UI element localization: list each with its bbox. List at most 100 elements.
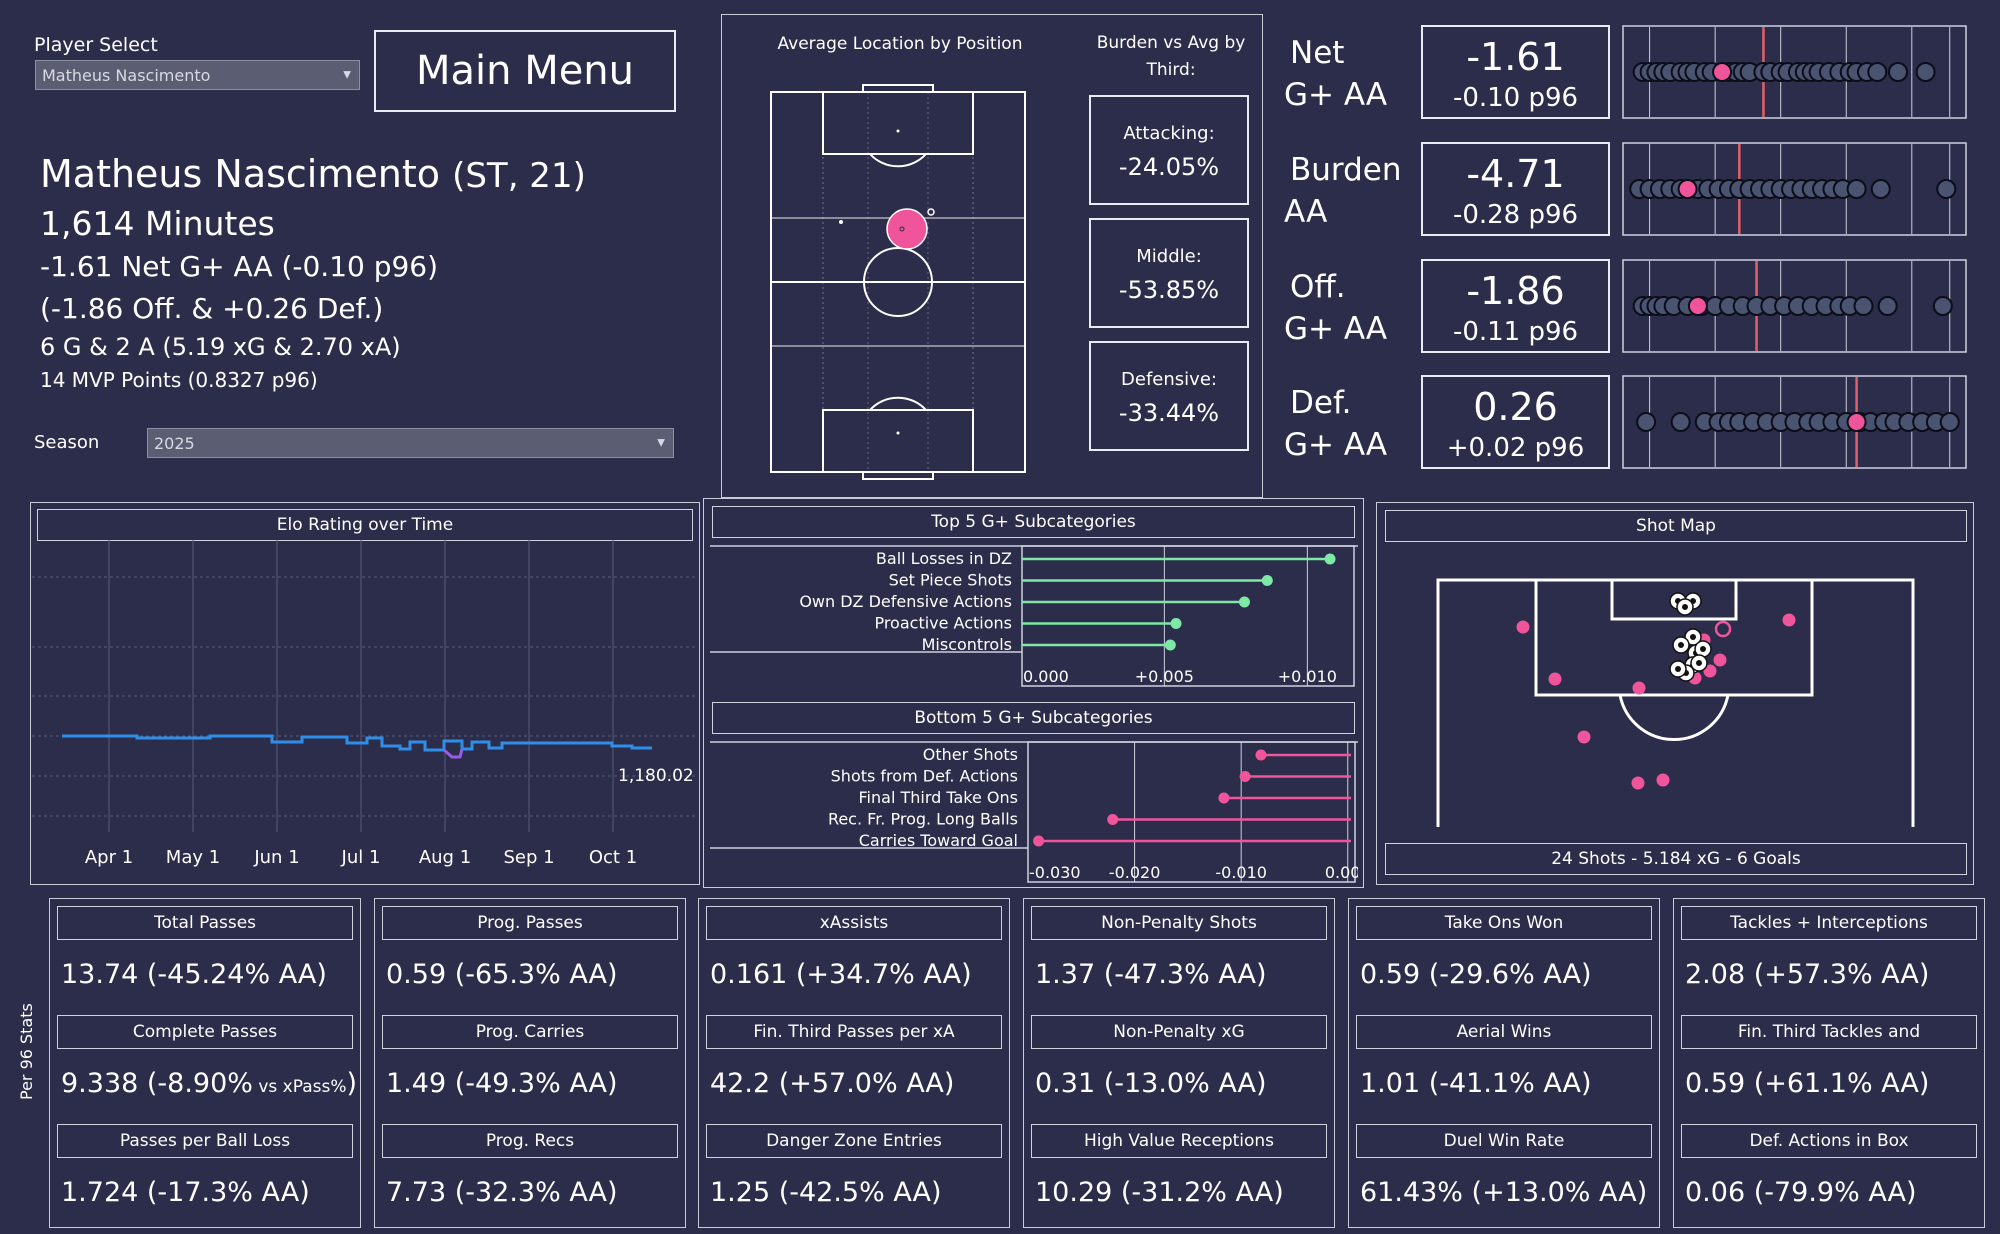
metric-value-box: -1.61 -0.10 p96 bbox=[1421, 25, 1610, 119]
metric-value: -4.71 bbox=[1466, 152, 1565, 196]
shot-dot bbox=[1516, 620, 1530, 634]
elo-month-label: Oct 1 bbox=[589, 847, 637, 868]
metric-value-box: -4.71 -0.28 p96 bbox=[1421, 142, 1610, 236]
stat-value: 13.74 (-45.24% AA) bbox=[61, 959, 327, 990]
metric-label-line1: Off. bbox=[1290, 269, 1346, 305]
shot-map-chart bbox=[1436, 578, 1915, 827]
metric-label-line2: AA bbox=[1284, 194, 1328, 230]
stat-value: 0.161 (+34.7% AA) bbox=[710, 959, 972, 990]
stat-title: Prog. Passes bbox=[382, 906, 678, 940]
stat-value: 0.59 (-29.6% AA) bbox=[1360, 959, 1592, 990]
lollipop-dot bbox=[1238, 596, 1250, 608]
shot-dot bbox=[1703, 664, 1717, 678]
stat-value: 61.43% (+13.0% AA) bbox=[1360, 1177, 1647, 1208]
subcategory-label: Other Shots bbox=[923, 745, 1018, 764]
player-dot bbox=[1712, 62, 1733, 82]
average-location-panel bbox=[721, 14, 1263, 498]
stat-value-text: 13.74 (-45.24% AA) bbox=[61, 959, 327, 990]
stat-title: Complete Passes bbox=[57, 1015, 353, 1049]
elo-month-label: Sep 1 bbox=[503, 847, 554, 868]
peer-dot bbox=[1932, 296, 1953, 316]
player-dot bbox=[1846, 412, 1867, 432]
shot-dot-open bbox=[1714, 620, 1732, 638]
goal-ball-icon-patch bbox=[1678, 642, 1684, 648]
lollipop-dot bbox=[1239, 771, 1251, 782]
axis-tick-label: -0.020 bbox=[1109, 863, 1161, 882]
stat-column-box bbox=[374, 898, 686, 1228]
top5-chart: 0.000 +0.005 +0.010 Ball Losses in DZ Set Pi… bbox=[710, 545, 1358, 687]
season-dropdown[interactable]: 2025 ▼ bbox=[147, 428, 674, 458]
third-burden-box: Defensive: -33.44% bbox=[1089, 341, 1249, 451]
elo-month-label: Aug 1 bbox=[419, 847, 471, 868]
player-dot bbox=[1677, 179, 1698, 199]
stat-value-text: 1.25 (-42.5% AA) bbox=[710, 1177, 942, 1208]
stat-value-text: 0.59 (-29.6% AA) bbox=[1360, 959, 1592, 990]
third-burden-value: -53.85% bbox=[1118, 276, 1220, 304]
axis-tick-label: -0.030 bbox=[1029, 863, 1081, 882]
stat-column-box bbox=[1673, 898, 1985, 1228]
shot-map-title: Shot Map bbox=[1385, 510, 1967, 542]
subcategory-label: Shots from Def. Actions bbox=[831, 767, 1018, 786]
pitch-lines bbox=[770, 84, 1026, 480]
elo-panel: Elo Rating over Time bbox=[30, 502, 700, 885]
player-name-heading: Matheus Nascimento (ST, 21) bbox=[40, 152, 586, 196]
minutes-played: 1,614 Minutes bbox=[40, 204, 275, 243]
main-menu-button[interactable]: Main Menu bbox=[374, 30, 676, 112]
stat-value-text: 0.31 (-13.0% AA) bbox=[1035, 1068, 1267, 1099]
lollipop-dot bbox=[1107, 814, 1119, 825]
third-burden-box: Middle: -53.85% bbox=[1089, 218, 1249, 328]
peer-dot bbox=[1915, 62, 1936, 82]
metric-value-box: -1.86 -0.11 p96 bbox=[1421, 259, 1610, 353]
stat-title: xAssists bbox=[706, 906, 1002, 940]
subcategory-label: Carries Toward Goal bbox=[859, 831, 1018, 850]
lollipop-dot bbox=[1218, 792, 1230, 804]
axis-tick-label: 0.000 bbox=[1325, 863, 1358, 882]
stat-title: Non-Penalty Shots bbox=[1031, 906, 1327, 940]
subcategory-label: Miscontrols bbox=[922, 635, 1012, 654]
stat-value: 1.49 (-49.3% AA) bbox=[386, 1068, 618, 1099]
stat-value: 1.25 (-42.5% AA) bbox=[710, 1177, 942, 1208]
stat-title: Total Passes bbox=[57, 906, 353, 940]
axis-tick-label: -0.010 bbox=[1215, 863, 1267, 882]
average-location-title: Average Location by Position bbox=[777, 34, 1023, 54]
metric-distribution-strip bbox=[1622, 25, 1967, 119]
peer-dot bbox=[1936, 179, 1957, 199]
stat-value-text: 9.338 (-8.90% bbox=[61, 1068, 253, 1099]
stat-value-text: 1.49 (-49.3% AA) bbox=[386, 1068, 618, 1099]
metric-p96: -0.10 p96 bbox=[1452, 83, 1579, 113]
metric-distribution-strip bbox=[1622, 259, 1967, 353]
player-name: Matheus Nascimento bbox=[40, 152, 440, 196]
shot-map-summary: 24 Shots - 5.184 xG - 6 Goals bbox=[1385, 843, 1967, 875]
stat-value: 7.73 (-32.3% AA) bbox=[386, 1177, 618, 1208]
player-dot bbox=[1687, 296, 1708, 316]
stat-value-text: 0.59 (+61.1% AA) bbox=[1685, 1068, 1930, 1099]
shot-dot bbox=[1631, 776, 1645, 790]
lollipop-dot bbox=[1261, 575, 1273, 586]
bottom5-title: Bottom 5 G+ Subcategories bbox=[712, 702, 1355, 734]
peer-dot bbox=[1853, 296, 1874, 316]
metric-p96: -0.11 p96 bbox=[1452, 317, 1579, 347]
third-burden-label: Middle: bbox=[1136, 246, 1202, 267]
burden-by-third-title: Burden vs Avg by Third: bbox=[1096, 33, 1246, 80]
stat-value: 1.01 (-41.1% AA) bbox=[1360, 1068, 1592, 1099]
stat-value-text: 1.724 (-17.3% AA) bbox=[61, 1177, 310, 1208]
third-burden-value: -24.05% bbox=[1118, 153, 1220, 181]
player-select-dropdown[interactable]: Matheus Nascimento ▼ bbox=[35, 60, 360, 90]
shot-dot bbox=[1577, 730, 1591, 744]
stat-title: Aerial Wins bbox=[1356, 1015, 1652, 1049]
stat-title: Danger Zone Entries bbox=[706, 1124, 1002, 1158]
stat-value-text: 1.37 (-47.3% AA) bbox=[1035, 959, 1267, 990]
stat-value: 0.31 (-13.0% AA) bbox=[1035, 1068, 1267, 1099]
stat-title: Fin. Third Tackles and bbox=[1681, 1015, 1977, 1049]
stat-column-box bbox=[1348, 898, 1660, 1228]
subcategory-label: Set Piece Shots bbox=[889, 571, 1012, 590]
lollipop-dot bbox=[1324, 553, 1336, 565]
season-value: 2025 bbox=[154, 433, 195, 453]
metric-label-line2: G+ AA bbox=[1284, 427, 1388, 463]
stat-value: 0.59 (-65.3% AA) bbox=[386, 959, 618, 990]
stat-value-close: ) bbox=[346, 1068, 358, 1099]
third-burden-label: Defensive: bbox=[1121, 369, 1217, 390]
peer-dot bbox=[1877, 296, 1898, 316]
elo-chart: Apr 1 May 1 Jun 1 Jul 1 Aug 1 Sep 1 Oct 1 1,18… bbox=[32, 540, 698, 868]
elo-month-label: Jul 1 bbox=[341, 847, 381, 868]
